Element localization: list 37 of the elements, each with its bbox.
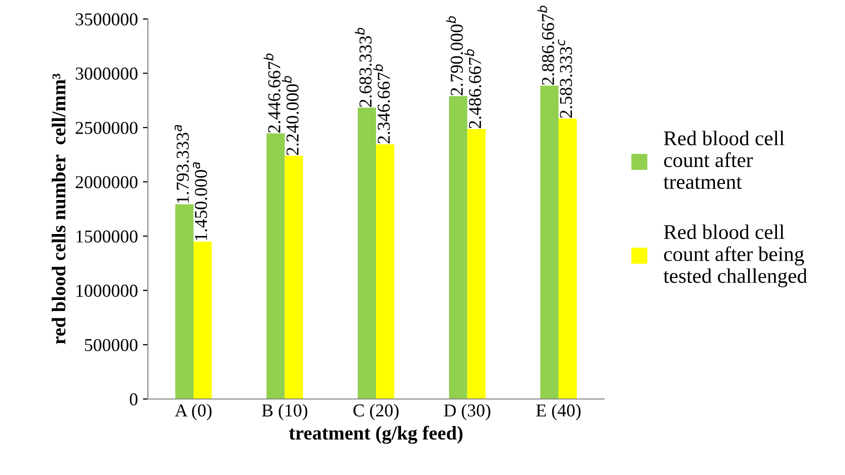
bar <box>194 242 212 399</box>
data-label: 2.790.000$^{b}$ <box>446 16 463 96</box>
y-tick-label: 3000000 <box>76 68 138 80</box>
bar <box>284 156 304 399</box>
bar <box>467 129 486 399</box>
y-tick-label: 0 <box>130 393 138 406</box>
data-label: 2.583.333$^{c}$ <box>558 39 572 118</box>
y-tick-label: 2500000 <box>76 122 138 134</box>
bar <box>449 96 468 399</box>
data-label: 2.886.667$^{b}$ <box>537 6 554 85</box>
legend-label: Red blood cell count after being tested challenged <box>664 224 808 288</box>
data-label: 1.450.000$^{a}$ <box>192 162 208 240</box>
y-tick-label: 1500000 <box>76 230 138 243</box>
y-axis-title: red blood cells number cell/mm³ <box>52 74 66 344</box>
bar <box>358 108 376 399</box>
data-label: 2.346.667$^{b}$ <box>373 64 390 144</box>
data-label: 2.446.667$^{b}$ <box>264 54 280 133</box>
y-tick-label: 500000 <box>85 338 138 352</box>
bar <box>540 86 559 399</box>
x-tick-label: E (40) <box>536 404 581 420</box>
data-label: 1.793.333$^{a}$ <box>174 124 189 203</box>
x-tick-label: D (30) <box>444 404 490 420</box>
x-tick-label: A (0) <box>174 404 212 420</box>
bar <box>558 118 577 399</box>
legend-label: Red blood cell count after treatment <box>664 130 784 189</box>
data-label: 2.486.667$^{b}$ <box>464 49 482 128</box>
x-tick-label: B (10) <box>262 404 308 420</box>
x-tick-label: C (20) <box>353 404 399 420</box>
bar <box>376 144 394 399</box>
data-label: 2.240.000$^{b}$ <box>282 76 299 156</box>
bar <box>266 133 285 399</box>
x-axis-title: treatment (g/kg feed) <box>289 426 462 444</box>
y-tick-label: 1000000 <box>76 284 138 297</box>
bar <box>175 204 194 399</box>
y-tick-label: 3500000 <box>76 13 138 26</box>
data-label: 2.683.333$^{b}$ <box>354 28 372 107</box>
y-tick-label: 2000000 <box>76 176 138 188</box>
